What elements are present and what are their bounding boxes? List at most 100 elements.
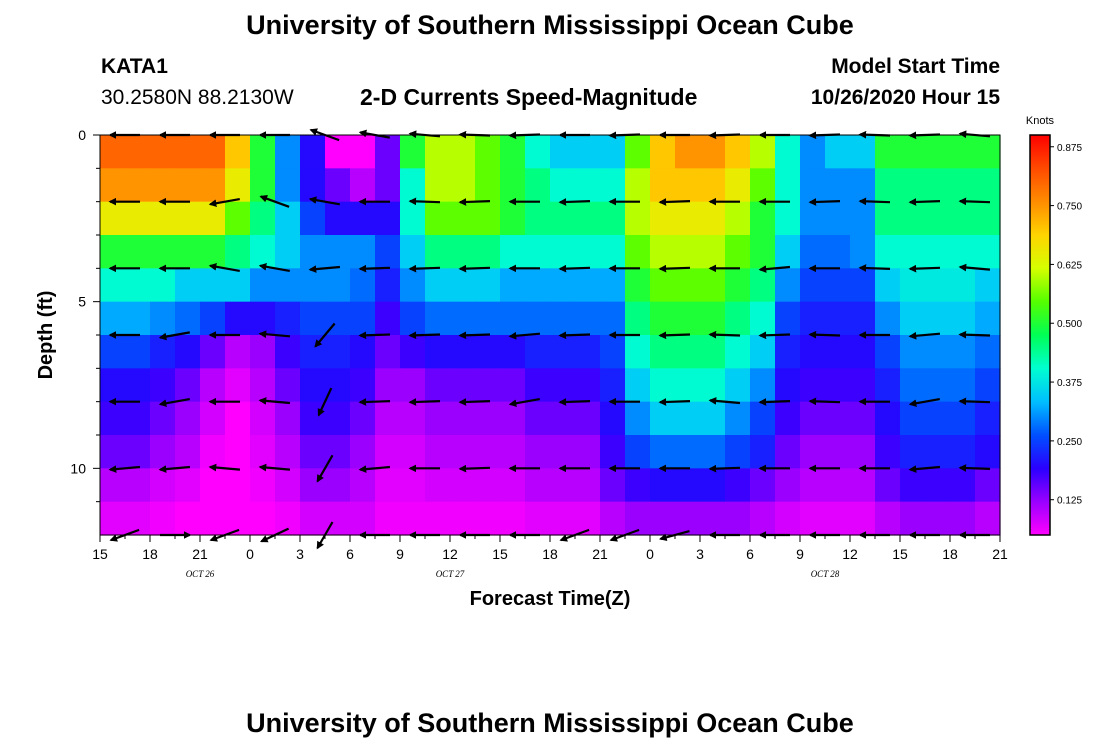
heatmap-cell [600,268,626,303]
heatmap-cell [425,235,451,269]
heatmap-cell [325,468,351,503]
x-tick-label: 18 [142,546,158,562]
heatmap-cell [575,301,601,336]
heatmap-cell [675,135,701,169]
heatmap-cell [575,201,601,236]
heatmap-cell [300,435,326,469]
current-arrow [308,265,341,273]
heatmap-cell [975,235,1001,269]
heatmap-cell [750,235,776,269]
x-axis-label: Forecast Time(Z) [470,588,631,610]
current-arrow [808,330,841,339]
x-tick-label: 9 [796,546,804,562]
heatmap-cell [100,135,126,169]
heatmap-cell [200,168,226,203]
heatmap-cell [400,201,426,236]
heatmap-cell [100,201,126,236]
heatmap-cell [525,435,551,469]
heatmap-cell [850,235,876,269]
heatmap-cell [775,235,801,269]
heatmap-cell [425,135,451,169]
page-footer-title: University of Southern Mississippi Ocean… [246,708,854,738]
heatmap-cell [825,201,851,236]
x-tick-label: 21 [192,546,208,562]
current-arrow [858,197,891,206]
heatmap-cell [125,435,151,469]
heatmap-cells [100,135,1001,536]
heatmap-cell [675,435,701,469]
heatmap-cell [300,301,326,336]
heatmap-cell [250,335,276,369]
heatmap-cell [100,335,126,369]
heatmap-cell [325,335,351,369]
heatmap-cell [200,501,226,536]
heatmap-cell [975,501,1001,536]
heatmap-cell [700,135,726,169]
current-arrow [358,398,391,406]
heatmap-cell [500,501,526,536]
heatmap-cell [175,335,201,369]
heatmap-cell [600,235,626,269]
heatmap-cell [775,168,801,203]
heatmap-cell [250,368,276,403]
heatmap-cell [875,301,901,336]
heatmap-cell [100,501,126,536]
heatmap-cell [875,135,901,169]
heatmap-cell [150,268,176,303]
heatmap-cell [475,168,501,203]
heatmap-cell [775,135,801,169]
heatmap-cell [800,135,826,169]
colorbar-tick-label: 0.500 [1057,319,1082,330]
heatmap-cell [725,468,751,503]
heatmap-cell [375,235,401,269]
heatmap-cell [475,235,501,269]
heatmap-cell [475,135,501,169]
heatmap-cell [575,368,601,403]
heatmap-cell [675,268,701,303]
heatmap-cell [350,201,376,236]
current-arrow [658,398,691,406]
heatmap-cell [175,435,201,469]
heatmap-cell [425,368,451,403]
heatmap-cell [625,268,651,303]
heatmap-cell [150,335,176,369]
heatmap-cell [250,301,276,336]
heatmap-cell [850,435,876,469]
heatmap-cell [325,201,351,236]
heatmap-cell [425,435,451,469]
heatmap-cell [650,335,676,369]
heatmap-cell [100,235,126,269]
heatmap-cell [575,235,601,269]
heatmap-cell [750,301,776,336]
heatmap-cell [250,268,276,303]
heatmap-cell [375,135,401,169]
heatmap-cell [625,301,651,336]
heatmap-cell [125,468,151,503]
heatmap-cell [525,235,551,269]
heatmap-cell [175,301,201,336]
heatmap-cell [775,301,801,336]
current-arrow [858,264,891,272]
heatmap-cell [475,301,501,336]
x-tick-label: 3 [696,546,704,562]
heatmap-cell [775,501,801,536]
heatmap-cell [800,301,826,336]
heatmap-cell [900,168,926,203]
heatmap-cell [725,301,751,336]
heatmap-cell [425,401,451,436]
heatmap-cell [950,501,976,536]
heatmap-cell [750,401,776,436]
heatmap-cell [225,168,251,203]
current-arrow [458,198,491,206]
heatmap-cell [750,135,776,169]
station-coordinates: 30.2580N 88.2130W [101,86,294,109]
heatmap-cell [625,468,651,503]
heatmap-cell [875,468,901,503]
heatmap-cell [250,201,276,236]
heatmap-cell [250,435,276,469]
heatmap-cell [225,135,251,169]
heatmap-cell [975,268,1001,303]
heatmap-cell [500,168,526,203]
heatmap-cell [475,501,501,536]
station-id: KATA1 [101,55,168,78]
